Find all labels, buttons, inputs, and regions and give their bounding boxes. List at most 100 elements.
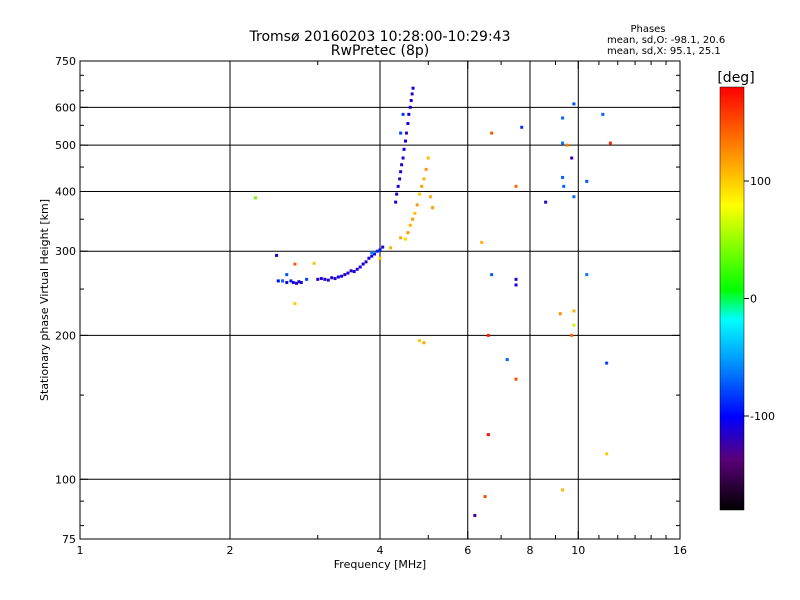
x-tick-label: 2 — [227, 544, 234, 557]
echo-point — [293, 302, 297, 306]
colorbar-unit: [deg] — [717, 70, 754, 86]
echo-point — [486, 433, 490, 437]
echo-point — [375, 249, 379, 253]
y-tick-label: 500 — [55, 139, 76, 152]
y-axis-label: Stationary phase Virtual Height [km] — [38, 199, 51, 401]
echo-point — [561, 141, 565, 145]
y-tick-label: 600 — [55, 101, 76, 114]
colorbar-tick-label: 0 — [750, 293, 757, 306]
echo-point — [406, 122, 410, 126]
echo-point — [401, 156, 405, 160]
echo-point — [572, 309, 576, 313]
echo-point — [401, 112, 405, 116]
echo-point — [473, 513, 477, 517]
phase-info-o-mode: mean, sd,O: -98.1, 20.6 — [607, 35, 725, 46]
echo-point — [409, 99, 413, 103]
echo-point — [319, 277, 323, 281]
y-tick-label: 300 — [55, 245, 76, 258]
echo-point — [480, 240, 484, 244]
echo-point — [285, 281, 289, 285]
echo-point — [323, 277, 327, 281]
x-tick-label: 1 — [77, 544, 84, 557]
y-tick-label: 750 — [55, 55, 76, 68]
echo-point — [289, 279, 293, 283]
plot-grid — [80, 61, 680, 539]
echo-point — [413, 211, 417, 215]
echo-point — [544, 200, 548, 204]
echo-point — [570, 333, 574, 337]
echo-point — [276, 279, 280, 283]
y-tick-labels: 75 100 200 300 400 500 600 750 — [55, 55, 76, 546]
echo-point — [428, 195, 432, 199]
echo-point — [417, 192, 421, 196]
x-tick-label: 8 — [527, 544, 534, 557]
echo-point — [330, 276, 334, 280]
echo-point — [514, 184, 518, 188]
echo-point — [275, 253, 279, 257]
colorbar-gradient — [719, 86, 745, 511]
echo-point — [514, 283, 518, 287]
echo-point — [585, 179, 589, 183]
echo-point — [561, 488, 565, 492]
echo-point — [340, 274, 344, 278]
x-axis-label: Frequency [MHz] — [334, 558, 426, 571]
echo-point — [293, 262, 297, 266]
echo-point — [422, 177, 426, 181]
echo-point — [299, 281, 303, 285]
echo-point — [483, 495, 487, 499]
echo-point — [312, 261, 316, 265]
echo-point — [486, 333, 490, 337]
echo-point — [562, 184, 566, 188]
echo-point — [403, 139, 407, 143]
echo-point — [326, 278, 330, 282]
y-tick-label: 400 — [55, 185, 76, 198]
echo-point — [399, 170, 403, 174]
echo-point — [422, 341, 426, 345]
echo-point — [352, 270, 356, 274]
echo-point — [601, 112, 605, 116]
x-tick-label: 16 — [673, 544, 687, 557]
echo-point — [378, 248, 382, 252]
echo-point — [417, 339, 421, 343]
echo-point — [349, 269, 353, 273]
echo-point — [343, 273, 347, 277]
echo-point — [399, 236, 403, 240]
x-tick-label: 10 — [571, 544, 585, 557]
echo-point — [411, 86, 415, 90]
echo-point — [420, 184, 424, 188]
echo-point — [424, 167, 428, 171]
colorbar-tick-label: -100 — [750, 410, 775, 423]
x-tick-label: 4 — [377, 544, 384, 557]
echo-point — [561, 175, 565, 179]
phase-info-box: Phases mean, sd,O: -98.1, 20.6 mean, sd,… — [607, 24, 725, 57]
echo-point — [305, 277, 309, 281]
plot-frame — [79, 60, 681, 540]
echo-point — [605, 361, 609, 365]
echo-point — [572, 195, 576, 199]
echo-point — [361, 262, 365, 266]
echo-point — [514, 277, 518, 281]
echo-point — [404, 131, 408, 135]
echo-point — [395, 192, 399, 196]
echo-point — [572, 102, 576, 106]
echo-point — [426, 156, 430, 160]
chart-title-line2: RwPretec (8p) — [331, 43, 429, 59]
echo-point — [585, 273, 589, 277]
echo-point — [565, 143, 569, 147]
echo-point — [281, 279, 285, 283]
x-tick-label: 6 — [464, 544, 471, 557]
echo-point — [297, 280, 301, 284]
echo-point — [408, 105, 412, 109]
echo-point — [520, 125, 524, 129]
echo-point — [394, 200, 398, 204]
x-tick-labels: 1 2 4 6 8 10 16 — [77, 544, 688, 557]
echo-point — [490, 131, 494, 135]
echo-point — [333, 277, 337, 281]
echo-point — [408, 223, 412, 227]
echo-point — [364, 260, 368, 264]
echo-point — [396, 184, 400, 188]
echo-point — [316, 277, 320, 281]
echo-point — [346, 271, 350, 275]
echo-point — [398, 177, 402, 181]
